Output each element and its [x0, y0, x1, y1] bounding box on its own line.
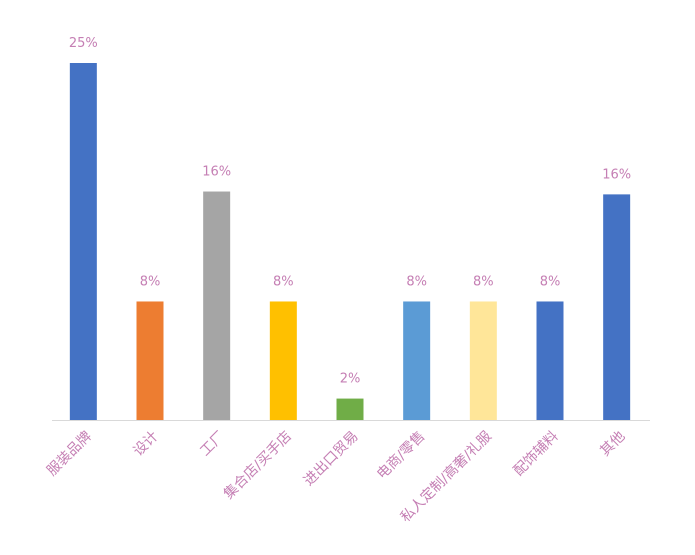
- x-tick-label: 进出口贸易: [301, 428, 362, 489]
- x-tick-label: 电商/零售: [374, 428, 428, 482]
- bar: [603, 194, 631, 420]
- bar: [336, 398, 364, 420]
- value-label: 16%: [202, 165, 231, 180]
- value-label: 8%: [473, 274, 494, 289]
- bar: [136, 301, 164, 420]
- bar: [403, 301, 431, 420]
- x-tick-label: 其他: [597, 428, 628, 459]
- value-label: 8%: [273, 274, 294, 289]
- value-label: 2%: [340, 372, 361, 387]
- bar: [469, 301, 497, 420]
- bar: [536, 301, 564, 420]
- bar: [269, 301, 297, 420]
- value-label: 8%: [140, 274, 161, 289]
- value-label: 8%: [540, 274, 561, 289]
- value-label: 8%: [406, 274, 427, 289]
- x-tick-label: 工厂: [197, 428, 228, 459]
- x-tick-label: 设计: [131, 428, 162, 459]
- x-tick-label: 配饰辅料: [511, 428, 562, 479]
- x-tick-label: 集合店/买手店: [220, 428, 295, 503]
- value-label: 25%: [69, 36, 98, 51]
- value-label: 16%: [602, 167, 631, 182]
- bar: [203, 191, 231, 420]
- x-tick-label: 服装品牌: [43, 428, 95, 480]
- bar: [69, 63, 97, 420]
